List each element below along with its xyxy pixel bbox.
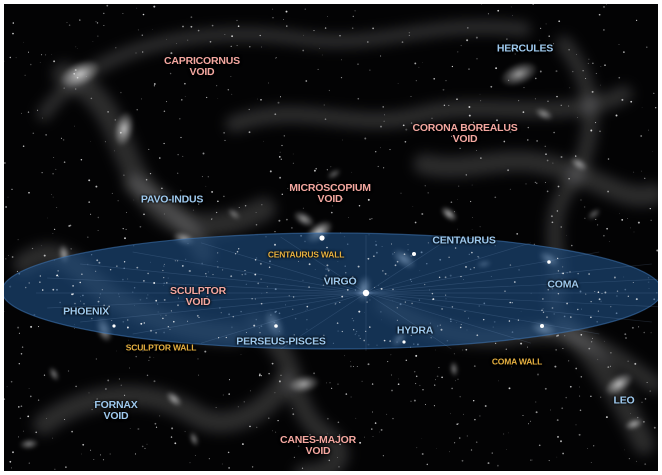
label-coma-wall: COMA WALL — [491, 356, 543, 367]
galaxy-filaments — [4, 4, 658, 471]
label-centaurus-wall: CENTAURUS WALL — [267, 249, 345, 260]
label-hercules: HERCULES — [496, 42, 554, 55]
label-centaurus: CENTAURUS — [432, 234, 496, 247]
galaxy-map: CAPRICORNUS VOID HERCULES CORONA BOREALUS… — [4, 4, 658, 471]
label-sculptor-void: SCULPTOR VOID — [170, 284, 226, 308]
label-phoenix: PHOENIX — [63, 305, 109, 318]
label-capricornus-void: CAPRICORNUS VOID — [164, 54, 240, 78]
label-corona-borealus-void: CORONA BOREALUS VOID — [412, 121, 518, 145]
label-perseus-pisces: PERSEUS-PISCES — [236, 335, 326, 348]
label-sculptor-wall: SCULPTOR WALL — [125, 342, 197, 353]
label-leo: LEO — [613, 394, 635, 407]
label-pavo-indus: PAVO-INDUS — [140, 193, 204, 206]
label-hydra: HYDRA — [396, 324, 434, 337]
label-coma: COMA — [547, 278, 579, 291]
label-microscopium-void: MICROSCOPIUM VOID — [289, 181, 371, 205]
label-canes-major-void: CANES-MAJOR VOID — [280, 433, 356, 457]
label-virgo: VIRGO — [323, 275, 357, 288]
label-fornax-void: FORNAX VOID — [94, 398, 138, 422]
supergalactic-plane — [4, 232, 658, 350]
